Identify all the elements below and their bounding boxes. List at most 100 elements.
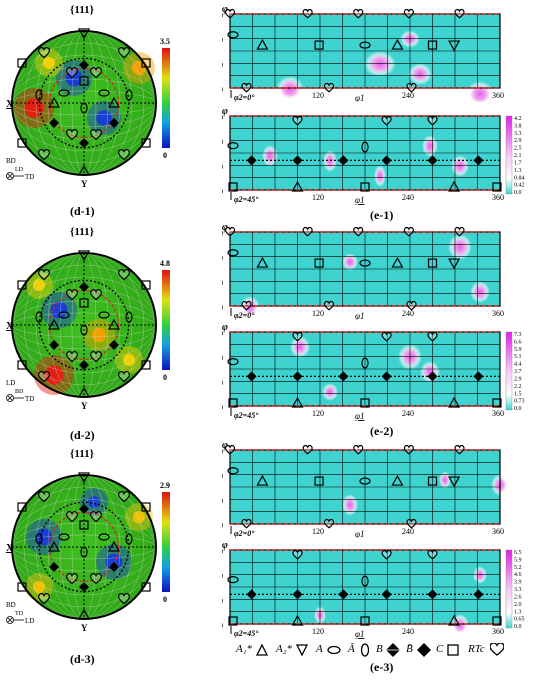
heart-icon	[224, 226, 236, 237]
odf-intensity-peak	[276, 75, 304, 102]
legend-b-label: B	[376, 643, 383, 655]
y-tick-label: 90	[222, 187, 223, 196]
heart-icon	[37, 592, 51, 605]
square-icon	[141, 58, 151, 68]
odf-intensity-peak	[439, 471, 451, 489]
heart-icon	[89, 128, 103, 141]
ref-axis-top: BD	[6, 601, 16, 609]
odf-scale-label: 3.8	[514, 123, 522, 129]
triangle-up-icon	[77, 164, 91, 176]
y-tick-label: 30	[222, 36, 223, 45]
diamond-icon	[292, 371, 303, 382]
odf-intensity-peak	[422, 135, 438, 157]
caption-e1: (e-1)	[370, 208, 394, 222]
intensity-blob	[131, 60, 147, 76]
ellipse-vertical-icon	[361, 141, 369, 153]
triangle-up-icon	[47, 318, 61, 330]
x-axis-label: φ1	[355, 195, 364, 205]
triangle-up-icon	[107, 318, 121, 330]
odf-color-scale	[505, 331, 513, 411]
heart-icon	[427, 115, 438, 126]
legend-bbar-label: B̄	[406, 643, 413, 655]
y-tick-label: 30	[222, 472, 223, 481]
color-scale-min: 0	[163, 151, 167, 160]
heart-icon	[302, 444, 313, 455]
square-icon	[492, 616, 502, 626]
y-tick-label: 90	[222, 521, 223, 530]
triangle-up-icon	[391, 256, 404, 268]
odf-intensity-peak	[470, 281, 490, 303]
y-axis-label: φ	[222, 222, 228, 233]
y-tick-label: 0	[222, 329, 223, 338]
phi2-label: φ2=45°	[234, 195, 259, 204]
odf-scale-label: 1.3	[514, 609, 522, 615]
legend-a-label: A	[316, 643, 323, 655]
square-icon	[447, 644, 459, 656]
square-icon	[141, 360, 151, 370]
diamond-icon	[427, 155, 438, 166]
y-tick-label: 90	[222, 403, 223, 412]
pole-figure-title: {111}	[70, 448, 94, 460]
y-tick-label: 30	[222, 138, 223, 147]
intensity-blob	[43, 57, 55, 69]
x-axis-label: X	[6, 99, 14, 110]
ellipse-vertical-icon	[80, 546, 88, 558]
intensity-blob	[50, 301, 68, 319]
intensity-blob	[33, 581, 45, 593]
pole-figure-title: {111}	[70, 226, 94, 238]
diamond-icon	[381, 589, 392, 600]
odf-intensity-peak	[473, 566, 487, 584]
y-tick-label: 90	[222, 85, 223, 94]
odf-scale-label: 4.4	[514, 362, 522, 368]
square-icon	[427, 40, 438, 50]
y-tick-label: 0	[222, 11, 223, 20]
triangle-down-icon	[448, 40, 461, 52]
texture-component-legend: A₁* A₂* A Ā B B̄ C RTc	[236, 643, 546, 663]
color-scale-bar	[162, 48, 170, 148]
odf-scale-label: 6.5	[514, 550, 522, 556]
y-tick-label: 60	[222, 378, 223, 387]
square-icon	[228, 182, 238, 192]
x-tick-label: 120	[312, 627, 324, 636]
triangle-up-icon	[77, 608, 91, 620]
ellipse-horizontal-icon	[327, 645, 341, 655]
odf-color-scale	[505, 115, 513, 195]
y-tick-label: 0	[222, 229, 223, 238]
out-of-plane-icon	[6, 172, 14, 180]
y-axis-label: φ	[222, 540, 228, 551]
heart-icon	[37, 268, 51, 281]
square-icon	[17, 502, 27, 512]
odf-scale-label: 7.3	[514, 332, 522, 338]
triangle-up-icon	[107, 96, 121, 108]
x-tick-label: 240	[402, 627, 414, 636]
heart-icon	[353, 444, 364, 455]
heart-icon	[323, 518, 335, 529]
y-tick-label: 90	[222, 621, 223, 630]
odf-section-e3-phi2-45: φ0 30 60 90 120 240 360 φ1 φ2=45° 6.55.9 5.24.6 3.9…	[222, 540, 525, 639]
triangle-up-icon	[291, 180, 304, 192]
triangle-up-icon	[256, 644, 268, 656]
ellipse-vertical-icon	[360, 643, 370, 657]
odf-intensity-peak	[322, 383, 338, 401]
triangle-up-icon	[256, 38, 269, 50]
odf-scale-label: 5.1	[514, 354, 522, 360]
x-tick-label: 240	[402, 527, 414, 536]
heart-icon	[65, 66, 79, 79]
ellipse-vertical-icon	[35, 533, 43, 545]
heart-icon	[65, 350, 79, 363]
heart-icon	[406, 82, 417, 93]
pole-figure-d2: {111} X Y LD TD BD 4.8 0	[4, 226, 174, 426]
diamond-icon	[473, 371, 484, 382]
heart-icon	[323, 82, 335, 93]
odf-scale-label: 3.3	[514, 587, 522, 593]
odf-section-e2-phi2-45: φ0 30 60 90 120 240 360 φ1 φ2=45° 7.36.6 5.95.1 4.4…	[222, 322, 525, 421]
heart-icon	[406, 300, 417, 311]
x-tick-label: 240	[402, 91, 414, 100]
heart-icon	[381, 549, 392, 560]
x-axis-label: φ1	[355, 529, 364, 538]
y-axis-label: Y	[81, 623, 88, 633]
diamond-icon	[338, 371, 349, 382]
heart-icon	[381, 115, 392, 126]
odf-section-e3-phi2-0: φ0 30 60 90 120 240 360 φ1 φ2=0°	[222, 440, 509, 538]
diamond-icon	[338, 589, 349, 600]
